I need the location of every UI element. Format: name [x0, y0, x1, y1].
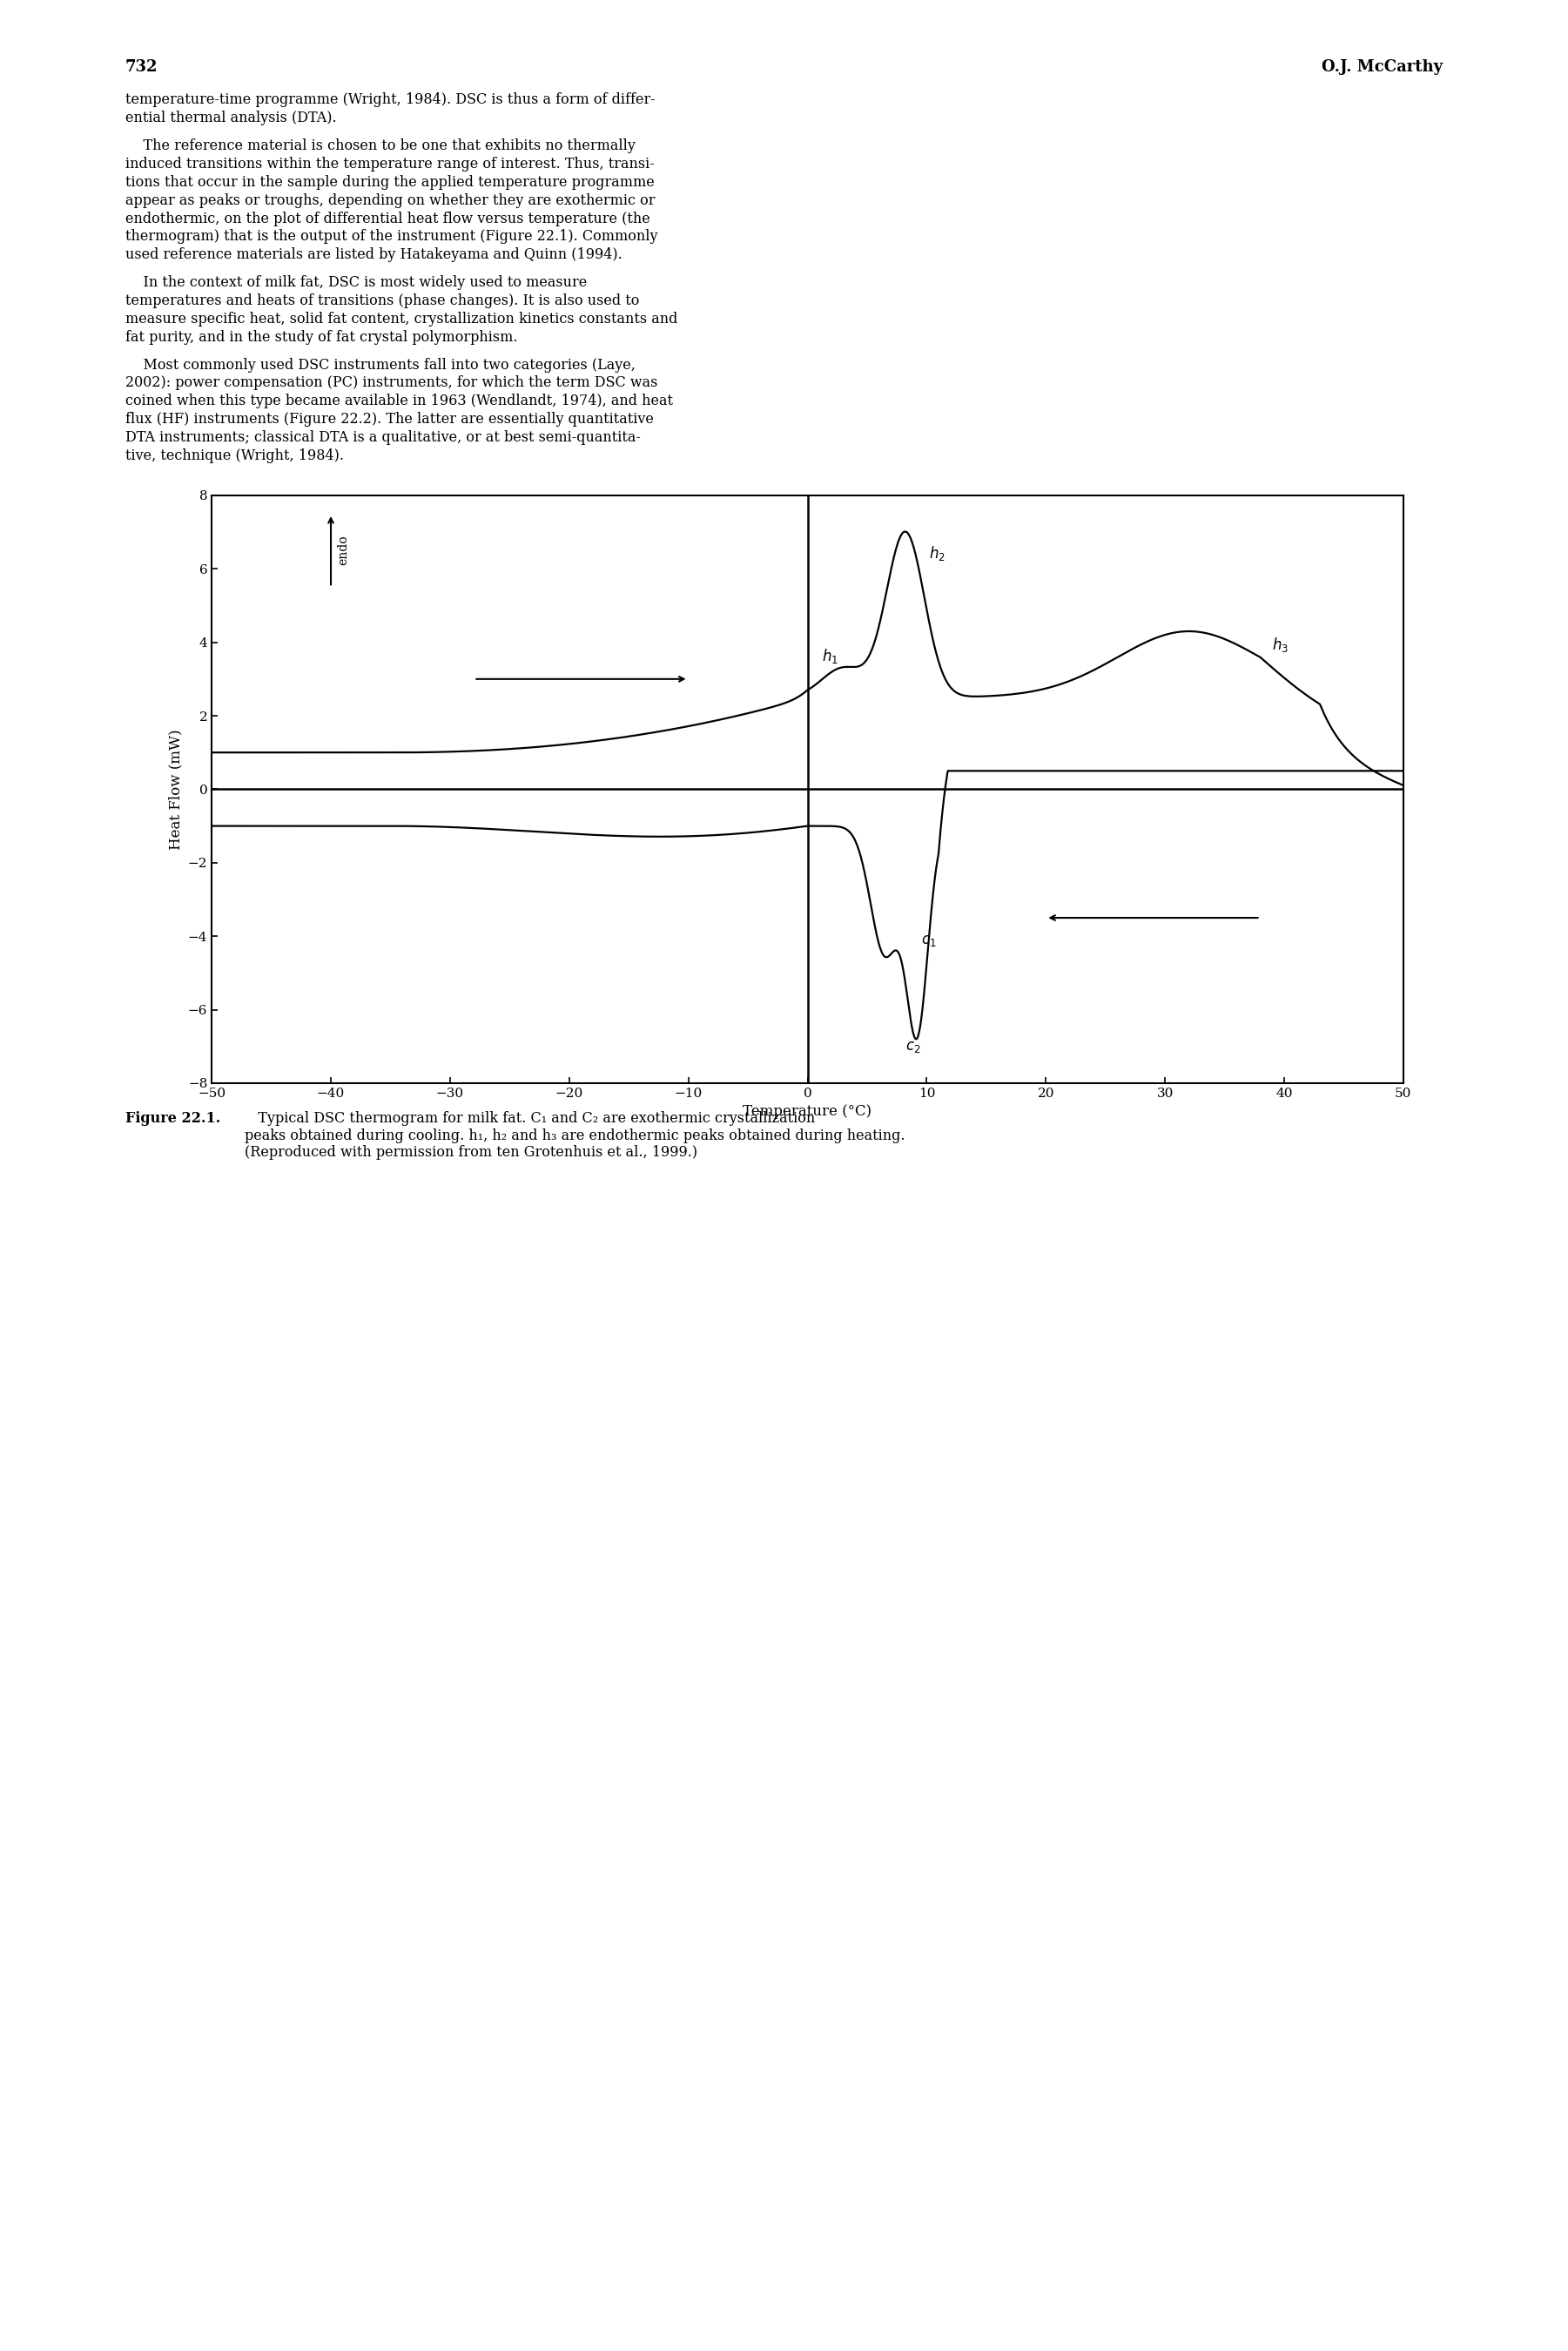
Text: tive, technique (Wright, 1984).: tive, technique (Wright, 1984).	[125, 449, 343, 463]
Text: flux (HF) instruments (Figure 22.2). The latter are essentially quantitative: flux (HF) instruments (Figure 22.2). The…	[125, 411, 654, 428]
Text: temperature-time programme (Wright, 1984). DSC is thus a form of differ-: temperature-time programme (Wright, 1984…	[125, 92, 655, 108]
Text: Figure 22.1.: Figure 22.1.	[125, 1112, 221, 1126]
Text: appear as peaks or troughs, depending on whether they are exothermic or: appear as peaks or troughs, depending on…	[125, 193, 655, 207]
Text: fat purity, and in the study of fat crystal polymorphism.: fat purity, and in the study of fat crys…	[125, 329, 517, 346]
Text: DTA instruments; classical DTA is a qualitative, or at best semi-quantita-: DTA instruments; classical DTA is a qual…	[125, 430, 641, 444]
Text: $c_2$: $c_2$	[905, 1039, 920, 1053]
Text: $c_1$: $c_1$	[920, 933, 936, 947]
Text: ential thermal analysis (DTA).: ential thermal analysis (DTA).	[125, 110, 337, 125]
Text: endothermic, on the plot of differential heat flow versus temperature (the: endothermic, on the plot of differential…	[125, 212, 651, 226]
Text: measure specific heat, solid fat content, crystallization kinetics constants and: measure specific heat, solid fat content…	[125, 313, 677, 327]
Text: used reference materials are listed by Hatakeyama and Quinn (1994).: used reference materials are listed by H…	[125, 247, 622, 263]
Text: tions that occur in the sample during the applied temperature programme: tions that occur in the sample during th…	[125, 174, 654, 190]
Text: O.J. McCarthy: O.J. McCarthy	[1322, 59, 1443, 75]
X-axis label: Temperature (°C): Temperature (°C)	[743, 1105, 872, 1119]
Text: coined when this type became available in 1963 (Wendlandt, 1974), and heat: coined when this type became available i…	[125, 393, 673, 409]
Text: endo: endo	[337, 536, 350, 567]
Text: In the context of milk fat, DSC is most widely used to measure: In the context of milk fat, DSC is most …	[125, 275, 586, 289]
Text: Most commonly used DSC instruments fall into two categories (Laye,: Most commonly used DSC instruments fall …	[125, 357, 635, 371]
Text: The reference material is chosen to be one that exhibits no thermally: The reference material is chosen to be o…	[125, 139, 635, 153]
Text: $h_1$: $h_1$	[822, 647, 839, 665]
Text: temperatures and heats of transitions (phase changes). It is also used to: temperatures and heats of transitions (p…	[125, 294, 640, 308]
Text: 732: 732	[125, 59, 158, 75]
Text: 2002): power compensation (PC) instruments, for which the term DSC was: 2002): power compensation (PC) instrumen…	[125, 376, 657, 390]
Text: Typical DSC thermogram for milk fat. C₁ and C₂ are exothermic crystallization
pe: Typical DSC thermogram for milk fat. C₁ …	[245, 1112, 905, 1161]
Text: $h_2$: $h_2$	[930, 543, 946, 562]
Y-axis label: Heat Flow (mW): Heat Flow (mW)	[168, 729, 183, 849]
Text: thermogram) that is the output of the instrument (Figure 22.1). Commonly: thermogram) that is the output of the in…	[125, 230, 659, 245]
Text: $h_3$: $h_3$	[1272, 635, 1289, 654]
Text: induced transitions within the temperature range of interest. Thus, transi-: induced transitions within the temperatu…	[125, 158, 654, 172]
